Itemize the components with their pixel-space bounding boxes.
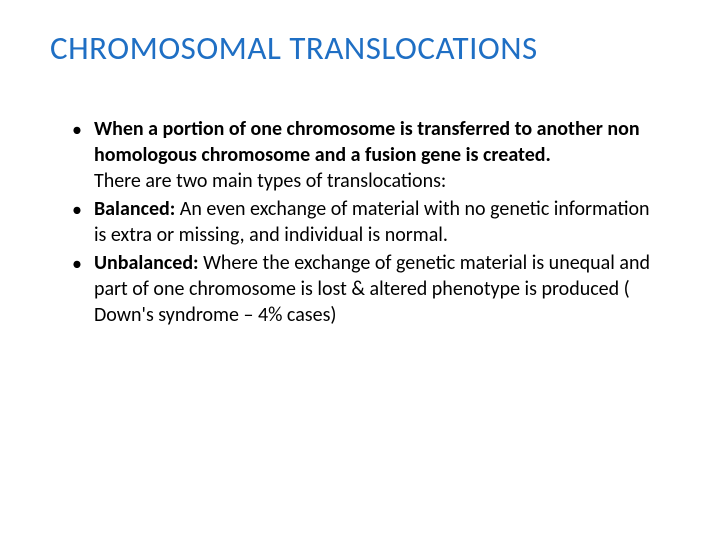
bullet-text: Balanced: An even exchange of material w…	[94, 196, 660, 248]
bullet-sub-line: There are two main types of translocatio…	[94, 168, 660, 194]
bullet-text: Unbalanced: Where the exchange of geneti…	[94, 250, 660, 328]
bullet-item: • Unbalanced: Where the exchange of gene…	[72, 250, 660, 328]
bullet-marker-icon: •	[72, 118, 82, 142]
bullet-prefix-bold: Unbalanced:	[94, 251, 199, 275]
bullet-item: • Balanced: An even exchange of material…	[72, 196, 660, 248]
bullet-marker-icon: •	[72, 198, 82, 222]
bullet-normal-text: An even exchange of material with no gen…	[94, 197, 650, 247]
bullet-text: When a portion of one chromosome is tran…	[94, 116, 660, 194]
bullet-marker-icon: •	[72, 252, 82, 276]
bullet-prefix-bold: Balanced:	[94, 197, 175, 221]
slide-container: CHROMOSOMAL TRANSLOCATIONS • When a port…	[0, 0, 720, 540]
slide-content: • When a portion of one chromosome is tr…	[40, 116, 680, 328]
bullet-item: • When a portion of one chromosome is tr…	[72, 116, 660, 194]
bullet-bold-text: When a portion of one chromosome is tran…	[94, 117, 640, 167]
slide-title: CHROMOSOMAL TRANSLOCATIONS	[50, 28, 680, 68]
